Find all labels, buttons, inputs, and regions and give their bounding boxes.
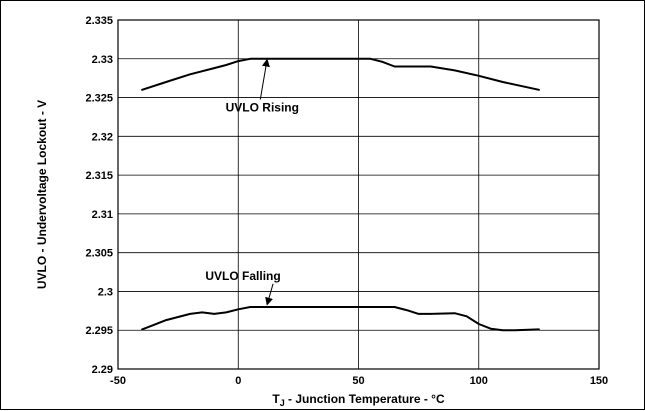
- y-tick-label: 2.325: [85, 93, 113, 105]
- y-tick-label: 2.335: [85, 15, 113, 27]
- x-tick-label: -50: [110, 375, 126, 387]
- y-tick-label: 2.33: [92, 54, 113, 66]
- uvlo-falling-line: [141, 306, 540, 332]
- y-tick-label: 2.3: [98, 286, 113, 298]
- x-tick-label: 0: [235, 375, 241, 387]
- annotation-arrow: [259, 58, 270, 100]
- y-tick-label: 2.29: [92, 364, 113, 376]
- y-tick-label: 2.32: [92, 131, 113, 143]
- x-tick-label: 100: [470, 375, 488, 387]
- y-tick-label: 2.295: [85, 325, 113, 337]
- annotations: UVLO Rising UVLO Falling: [205, 58, 299, 306]
- y-axis-label: UVLO - Undervoltage Lockout - V: [35, 100, 49, 289]
- uvlo-falling-annotation: UVLO Falling: [205, 269, 280, 283]
- uvlo-rising-line: [141, 57, 540, 91]
- y-tick-label: 2.305: [85, 248, 113, 260]
- y-tick-label: 2.31: [92, 209, 113, 221]
- y-tick-label: 2.315: [85, 170, 113, 182]
- x-tick-labels: -50 0 50 100 150: [110, 375, 608, 387]
- x-tick-label: 50: [352, 375, 364, 387]
- uvlo-rising-annotation: UVLO Rising: [226, 101, 299, 115]
- y-tick-labels: 2.29 2.295 2.3 2.305 2.31 2.315 2.32 2.325 2.33 2…: [85, 15, 113, 376]
- x-axis-label: TJ - Junction Temperature - °C: [272, 392, 445, 408]
- x-tick-label: 150: [590, 375, 608, 387]
- annotation-arrow: [265, 283, 274, 306]
- grid: [118, 20, 599, 369]
- series-lines: [141, 57, 540, 332]
- plot-area-border: [117, 19, 600, 370]
